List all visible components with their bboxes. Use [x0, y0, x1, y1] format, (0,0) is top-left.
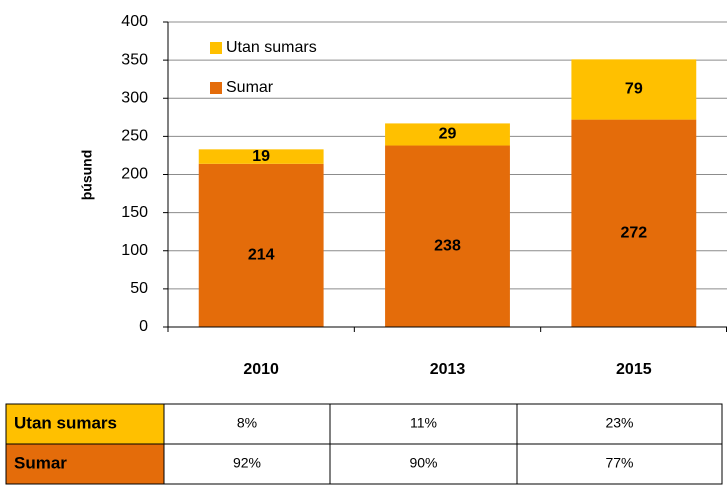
y-tick-label: 200: [121, 166, 148, 183]
table-value: 8%: [237, 415, 257, 431]
table-cell: [516, 443, 723, 485]
bar-segment: [385, 145, 510, 327]
row-header-cell: [5, 443, 165, 485]
data-label: 214: [248, 247, 275, 264]
y-tick-label: 250: [121, 128, 148, 145]
y-tick-label: 100: [121, 242, 148, 259]
table-value: 23%: [605, 415, 633, 431]
data-label: 272: [620, 225, 647, 242]
bar-segment: [571, 59, 697, 120]
table-cell: [329, 443, 518, 485]
y-tick-label: 50: [130, 280, 148, 297]
y-tick-label: 400: [121, 13, 148, 30]
x-tick-label: 2010: [243, 361, 279, 378]
row-header: Sumar: [14, 453, 67, 472]
table-cell: [329, 403, 518, 445]
y-tick-label: 300: [121, 89, 148, 106]
data-label: 29: [439, 126, 457, 143]
table-cell: [163, 443, 331, 485]
table-value: 90%: [409, 455, 437, 471]
table-cell: [516, 403, 723, 445]
legend-swatch: [210, 82, 222, 94]
x-tick-label: 2015: [616, 361, 652, 378]
legend-swatch: [210, 42, 222, 54]
data-label: 238: [434, 237, 461, 254]
bar-segment: [571, 119, 697, 327]
x-tick-label: 2013: [430, 361, 466, 378]
table-value: 11%: [410, 415, 437, 431]
y-tick-label: 150: [121, 204, 148, 221]
bar-segment: [198, 149, 324, 164]
bar-segment: [385, 123, 510, 146]
y-tick-label: 0: [139, 318, 148, 335]
y-tick-label: 350: [121, 51, 148, 68]
table-value: 92%: [233, 455, 261, 471]
row-header: Utan sumars: [14, 413, 117, 432]
bar-segment: [198, 163, 324, 327]
data-label: 79: [625, 81, 643, 98]
legend-label: Utan sumars: [226, 39, 317, 56]
table-value: 77%: [605, 455, 633, 471]
y-axis-label: þúsund: [79, 150, 95, 201]
data-label: 19: [252, 148, 270, 165]
legend-label: Sumar: [226, 79, 274, 96]
